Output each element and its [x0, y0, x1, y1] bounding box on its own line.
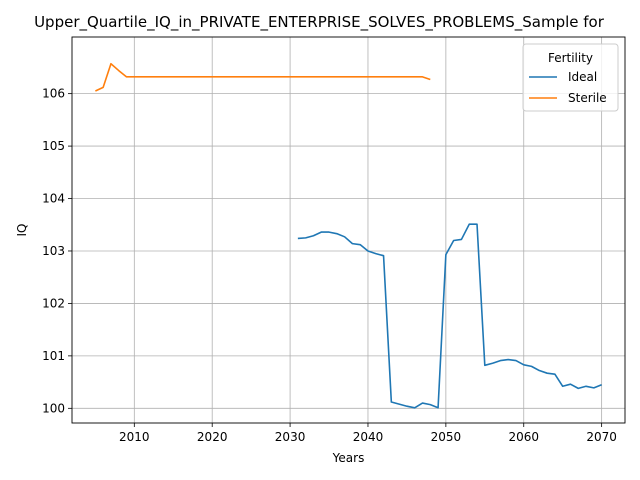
- y-axis: 100 101 102 103 104 105 106: [42, 87, 72, 415]
- y-tick-label: 105: [42, 139, 65, 153]
- x-tick-label: 2030: [275, 430, 306, 444]
- x-axis-label: Years: [332, 451, 365, 465]
- y-tick-label: 100: [42, 401, 65, 415]
- y-tick-label: 106: [42, 87, 65, 101]
- series-line-ideal: [297, 223, 602, 409]
- plot-frame: [71, 36, 626, 424]
- x-axis: 2010 2020 2030 2040 2050 2060 2070: [119, 423, 617, 444]
- y-tick-label: 101: [42, 349, 65, 363]
- x-tick-label: 2060: [508, 430, 539, 444]
- x-tick-label: 2070: [586, 430, 617, 444]
- legend-label-ideal: Ideal: [568, 70, 597, 84]
- legend-box: [522, 43, 619, 112]
- y-tick-label: 104: [42, 192, 65, 206]
- y-axis-label: IQ: [15, 224, 29, 237]
- x-tick-label: 2050: [431, 430, 462, 444]
- x-tick-label: 2040: [353, 430, 384, 444]
- legend-title: Fertility: [548, 51, 593, 65]
- series-lines: [95, 62, 602, 409]
- legend-label-sterile: Sterile: [568, 91, 607, 105]
- series-line-sterile: [95, 62, 431, 92]
- y-tick-label: 102: [42, 296, 65, 310]
- x-tick-label: 2020: [197, 430, 228, 444]
- x-tick-label: 2010: [119, 430, 150, 444]
- y-tick-label: 103: [42, 244, 65, 258]
- legend: Fertility Ideal Sterile: [522, 43, 619, 112]
- chart-title: Upper_Quartile_IQ_in_PRIVATE_ENTERPRISE_…: [34, 13, 605, 32]
